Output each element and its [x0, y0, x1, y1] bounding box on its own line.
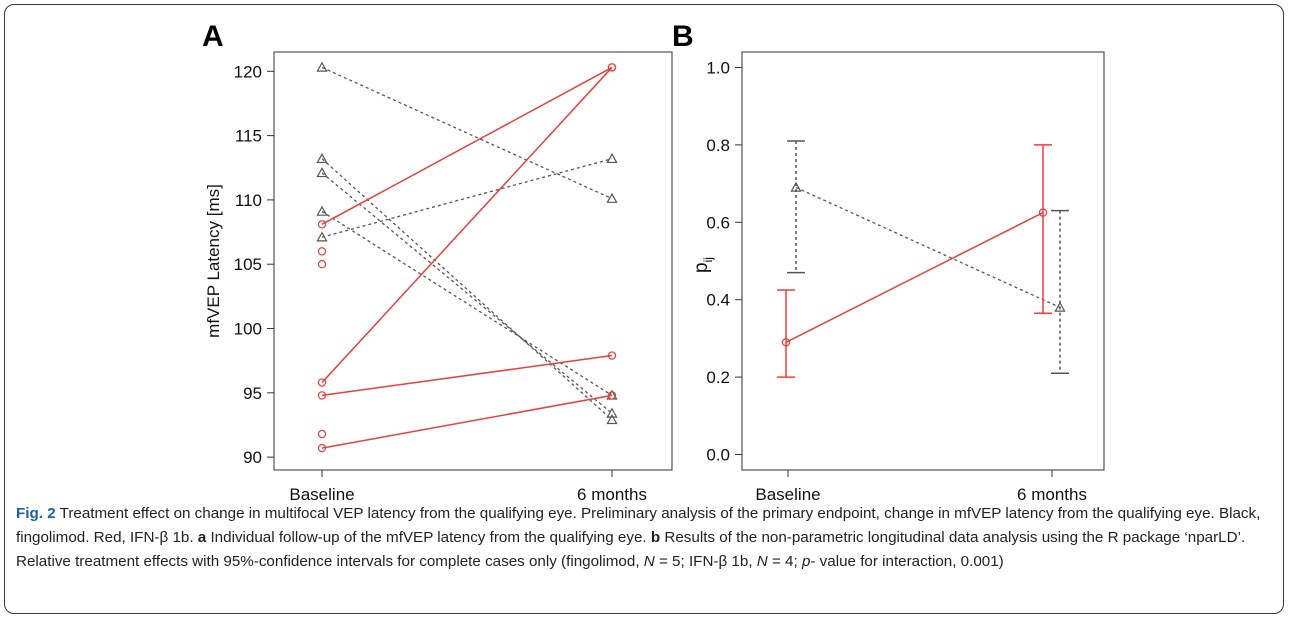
panel-b-y-tick-label: 0.2 — [706, 368, 730, 387]
panel-a-point-fingolimod — [316, 61, 328, 72]
panel-b-y-axis-label: pij — [691, 257, 715, 273]
panel-a-point-fingolimod — [316, 167, 328, 178]
panel-a-point-ifn — [317, 378, 327, 387]
panel-b-y-tick-label: 0.0 — [706, 446, 730, 465]
caption-text-1: Treatment effect on change in multifocal… — [16, 505, 1261, 546]
caption-figure-label: Fig. 2 — [16, 505, 56, 522]
caption-n2-var: N — [756, 553, 768, 570]
panel-a-point-ifn — [607, 63, 617, 72]
figure-frame — [4, 4, 1284, 614]
panel-b-plot: 0.0 0.2 0.4 0.6 0.8 1.0 Baseline 6 months pij — [691, 51, 1105, 500]
panel-a-point-fingolimod — [316, 152, 328, 164]
panel-a-y-tick-label: 100 — [234, 320, 262, 339]
panel-b-y-tick-label: 1.0 — [706, 58, 730, 77]
panel-a-series-line-ifn — [321, 354, 613, 397]
panel-b-point-ifn — [781, 338, 791, 347]
panel-a-point-ifn — [607, 391, 617, 400]
panel-a-plot-frame — [273, 51, 673, 471]
panel-b-series-line-fingolimod — [795, 186, 1061, 309]
panel-b-point-ifn — [1038, 208, 1048, 217]
panel-a-x-tick-label: 6 months — [577, 485, 647, 500]
panel-a-series-line-ifn — [321, 66, 613, 384]
panel-a-point-ifn — [607, 351, 617, 360]
panel-a-y-axis-label: mfVEP Latency [ms] — [204, 184, 223, 338]
panel-b-y-tick-label: 0.6 — [706, 213, 730, 232]
panel-a-y-tick-label: 115 — [235, 127, 262, 146]
panel-a-point-fingolimod — [606, 407, 618, 418]
panel-a-y-tick-label: 90 — [243, 448, 262, 467]
panel-b-y-tick-label: 0.8 — [706, 136, 730, 155]
panel-b-plot-frame — [741, 51, 1105, 471]
panel-a-point-fingolimod — [606, 192, 618, 203]
figure-caption: Fig. 2 Treatment effect on change in mul… — [16, 502, 1278, 574]
panel-a-series-line-ifn — [321, 66, 613, 226]
caption-n1-val: = 5; IFN-β 1b, — [654, 553, 757, 570]
panel-b-x-tick-label: Baseline — [755, 485, 820, 500]
caption-text-3: Results of the non-parametric longitudin… — [16, 529, 1246, 570]
panel-a-label: A — [202, 20, 224, 53]
panel-a-point-fingolimod — [316, 231, 328, 242]
caption-b-label: b — [650, 529, 661, 546]
panel-a-point-ifn — [317, 429, 327, 439]
panel-a-y-tick-label: 95 — [243, 384, 262, 403]
panel-b-label: B — [672, 20, 694, 53]
panel-a-point-ifn — [317, 443, 327, 453]
caption-p-rest: - value for interaction, 0.001) — [810, 553, 1004, 570]
panel-a-series-line-fingolimod — [321, 172, 613, 414]
panel-b-point-fingolimod — [790, 181, 802, 192]
panel-a-point-fingolimod — [606, 152, 618, 164]
panel-a-series-line-fingolimod — [321, 210, 613, 396]
panel-a-point-ifn — [317, 247, 327, 256]
panel-a-y-tick-label: 120 — [234, 62, 262, 81]
panel-a-series-line-ifn — [321, 394, 613, 449]
caption-n1-var: N — [643, 553, 655, 570]
figure-chart: A B 90 95 100 105 110 115 120 Baseline 6 months m… — [202, 20, 1105, 500]
panel-a-point-ifn — [317, 260, 327, 269]
caption-n2-val: = 4; — [767, 553, 802, 570]
caption-text-2: Individual follow-up of the mfVEP latenc… — [206, 529, 651, 546]
panel-a-point-fingolimod — [606, 414, 618, 425]
panel-b-point-fingolimod — [1054, 301, 1066, 312]
panel-a-plot: 90 95 100 105 110 115 120 Baseline 6 months mfVEP… — [204, 51, 673, 500]
panel-b-x-tick-label: 6 months — [1017, 485, 1087, 500]
panel-a-y-tick-label: 105 — [234, 255, 262, 274]
panel-a-x-tick-label: Baseline — [289, 485, 354, 500]
panel-a-series-line-fingolimod — [321, 158, 613, 421]
panel-b-y-tick-label: 0.4 — [706, 291, 730, 310]
panel-a-point-ifn — [317, 220, 327, 229]
panel-a-point-ifn — [317, 391, 327, 400]
panel-a-y-tick-label: 110 — [235, 191, 262, 210]
caption-a-label: a — [197, 529, 207, 546]
panel-a-series-line-fingolimod — [321, 158, 613, 238]
panel-a-point-fingolimod — [316, 205, 328, 216]
panel-b-series-line-ifn — [785, 211, 1044, 343]
caption-p-var: p — [801, 553, 811, 570]
panel-a-series-line-fingolimod — [321, 66, 613, 200]
